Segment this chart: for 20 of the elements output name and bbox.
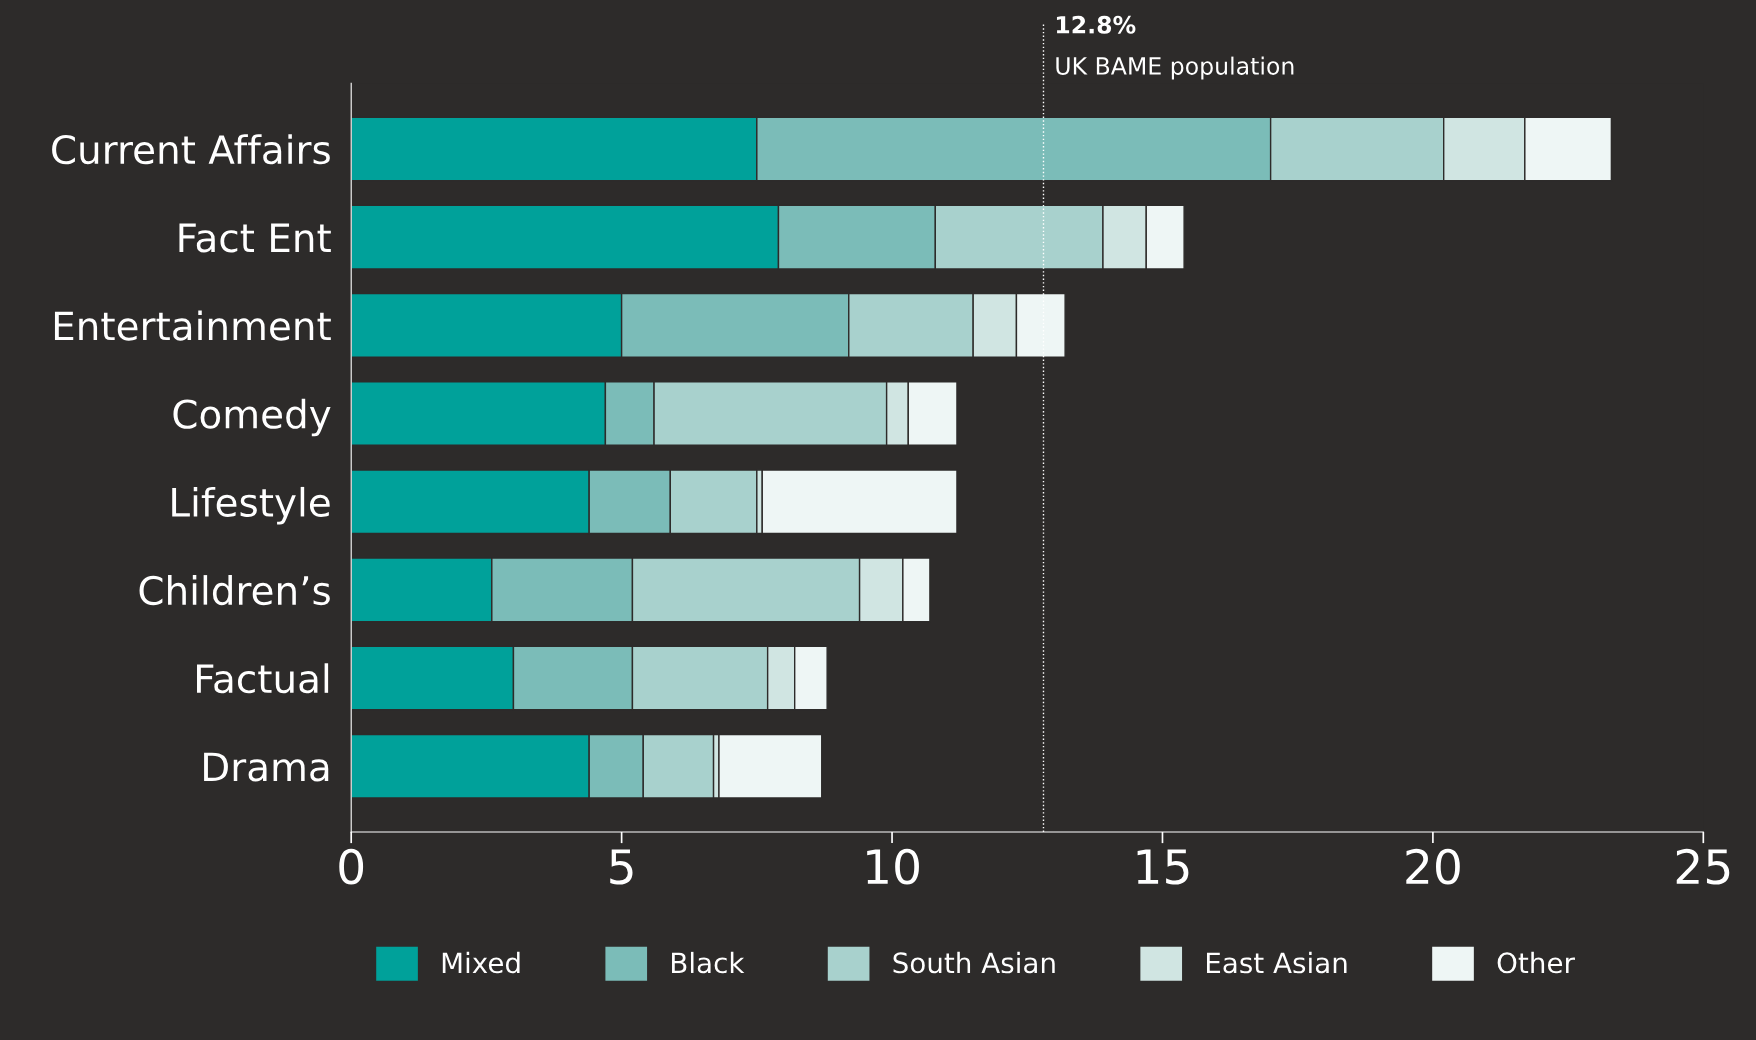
ref-line-label: 12.8% UK BAME population bbox=[1056, 15, 1294, 80]
y-tick-label: Current Affairs bbox=[52, 134, 330, 165]
x-tick-label: 20 bbox=[1406, 848, 1460, 885]
legend-label: Other bbox=[1497, 951, 1575, 974]
y-tick-label: Lifestyle bbox=[172, 486, 330, 525]
y-tick-label: Comedy bbox=[173, 398, 331, 437]
x-tick-label: 15 bbox=[1137, 849, 1189, 885]
x-tick-label: 25 bbox=[1676, 848, 1730, 885]
x-tick-label: 10 bbox=[867, 848, 919, 885]
x-tick-label: 5 bbox=[610, 849, 633, 885]
legend-label: Black bbox=[672, 951, 745, 974]
legend-label: Mixed bbox=[442, 951, 520, 974]
y-tick-label: Fact Ent bbox=[179, 223, 331, 253]
legend-label: East Asian bbox=[1206, 951, 1347, 974]
y-tick-label: Entertainment bbox=[54, 310, 331, 341]
x-tick-label: 0 bbox=[339, 848, 364, 885]
y-tick-label: Children’s bbox=[139, 575, 330, 606]
legend-label: South Asian bbox=[893, 951, 1055, 974]
y-tick-label: Drama bbox=[204, 752, 329, 782]
y-tick-label: Factual bbox=[197, 663, 329, 694]
